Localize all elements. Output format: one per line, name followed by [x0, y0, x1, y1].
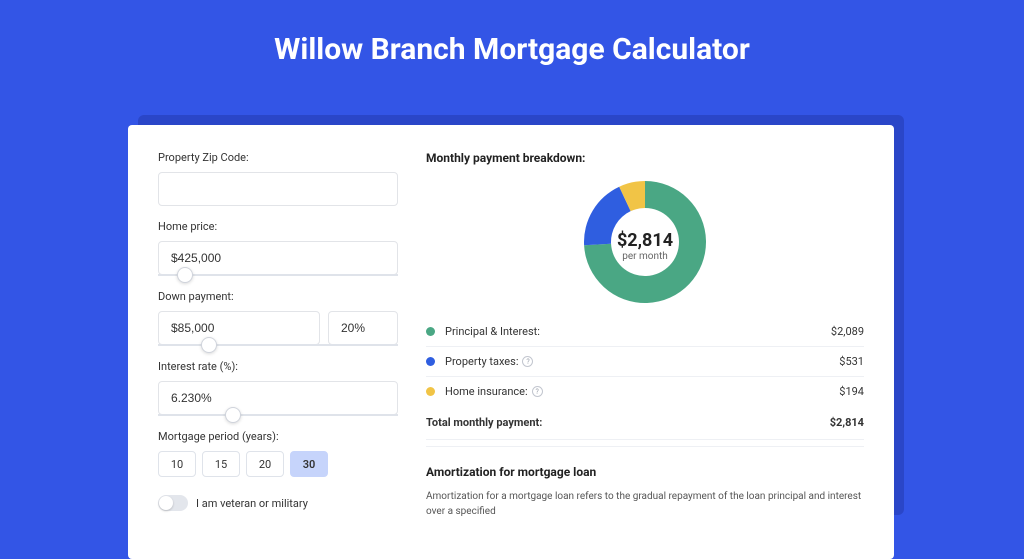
interest-rate-slider-thumb[interactable]	[225, 407, 241, 423]
zip-label: Property Zip Code:	[158, 151, 398, 164]
donut-sub: per month	[617, 251, 673, 262]
legend-dot	[426, 387, 435, 396]
breakdown-row-value: $531	[839, 355, 864, 368]
breakdown-title: Monthly payment breakdown:	[426, 151, 864, 165]
total-label: Total monthly payment:	[426, 416, 830, 429]
section-divider	[426, 446, 864, 447]
home-price-slider[interactable]	[158, 274, 398, 276]
breakdown-row-label: Property taxes: ?	[445, 355, 839, 368]
home-price-input[interactable]	[158, 241, 398, 275]
zip-field-group: Property Zip Code:	[158, 151, 398, 206]
period-btn-20[interactable]: 20	[246, 451, 284, 477]
down-payment-slider-thumb[interactable]	[201, 337, 217, 353]
down-payment-input[interactable]	[158, 311, 320, 345]
veteran-toggle-row: I am veteran or military	[158, 495, 398, 511]
legend-dot	[426, 357, 435, 366]
breakdown-row: Principal & Interest:$2,089	[426, 317, 864, 347]
period-btn-15[interactable]: 15	[202, 451, 240, 477]
interest-rate-input[interactable]	[158, 381, 398, 415]
period-btn-30[interactable]: 30	[290, 451, 328, 477]
veteran-toggle-knob	[159, 496, 173, 510]
breakdown-row-value: $2,089	[831, 325, 864, 338]
down-payment-slider[interactable]	[158, 344, 398, 346]
interest-rate-field-group: Interest rate (%):	[158, 360, 398, 416]
breakdown-row-value: $194	[839, 385, 864, 398]
zip-input[interactable]	[158, 172, 398, 206]
period-btn-10[interactable]: 10	[158, 451, 196, 477]
breakdown-row-label: Home insurance: ?	[445, 385, 839, 398]
form-column: Property Zip Code: Home price: Down paym…	[158, 151, 398, 519]
breakdown-row: Home insurance: ?$194	[426, 377, 864, 406]
home-price-label: Home price:	[158, 220, 398, 233]
total-row: Total monthly payment: $2,814	[426, 406, 864, 440]
amortization-text: Amortization for a mortgage loan refers …	[426, 489, 864, 519]
interest-rate-slider[interactable]	[158, 414, 398, 416]
breakdown-rows: Principal & Interest:$2,089Property taxe…	[426, 317, 864, 406]
page-title: Willow Branch Mortgage Calculator	[0, 0, 1024, 91]
veteran-label: I am veteran or military	[196, 497, 308, 510]
down-payment-label: Down payment:	[158, 290, 398, 303]
donut-amount: $2,814	[617, 230, 673, 251]
amortization-title: Amortization for mortgage loan	[426, 465, 864, 479]
interest-rate-label: Interest rate (%):	[158, 360, 398, 373]
home-price-slider-thumb[interactable]	[177, 267, 193, 283]
total-value: $2,814	[830, 416, 864, 429]
breakdown-row-label: Principal & Interest:	[445, 325, 831, 338]
donut-center: $2,814 per month	[617, 230, 673, 262]
veteran-toggle[interactable]	[158, 495, 188, 511]
down-payment-field-group: Down payment:	[158, 290, 398, 346]
down-payment-pct-input[interactable]	[328, 311, 398, 345]
period-field-group: Mortgage period (years): 10152030	[158, 430, 398, 477]
info-icon[interactable]: ?	[522, 356, 533, 367]
period-buttons: 10152030	[158, 451, 398, 477]
home-price-field-group: Home price:	[158, 220, 398, 276]
legend-dot	[426, 327, 435, 336]
donut-chart: $2,814 per month	[426, 175, 864, 317]
info-icon[interactable]: ?	[532, 386, 543, 397]
breakdown-column: Monthly payment breakdown: $2,814 per mo…	[426, 151, 864, 519]
calculator-card: Property Zip Code: Home price: Down paym…	[128, 125, 894, 559]
period-label: Mortgage period (years):	[158, 430, 398, 443]
breakdown-row: Property taxes: ?$531	[426, 347, 864, 377]
